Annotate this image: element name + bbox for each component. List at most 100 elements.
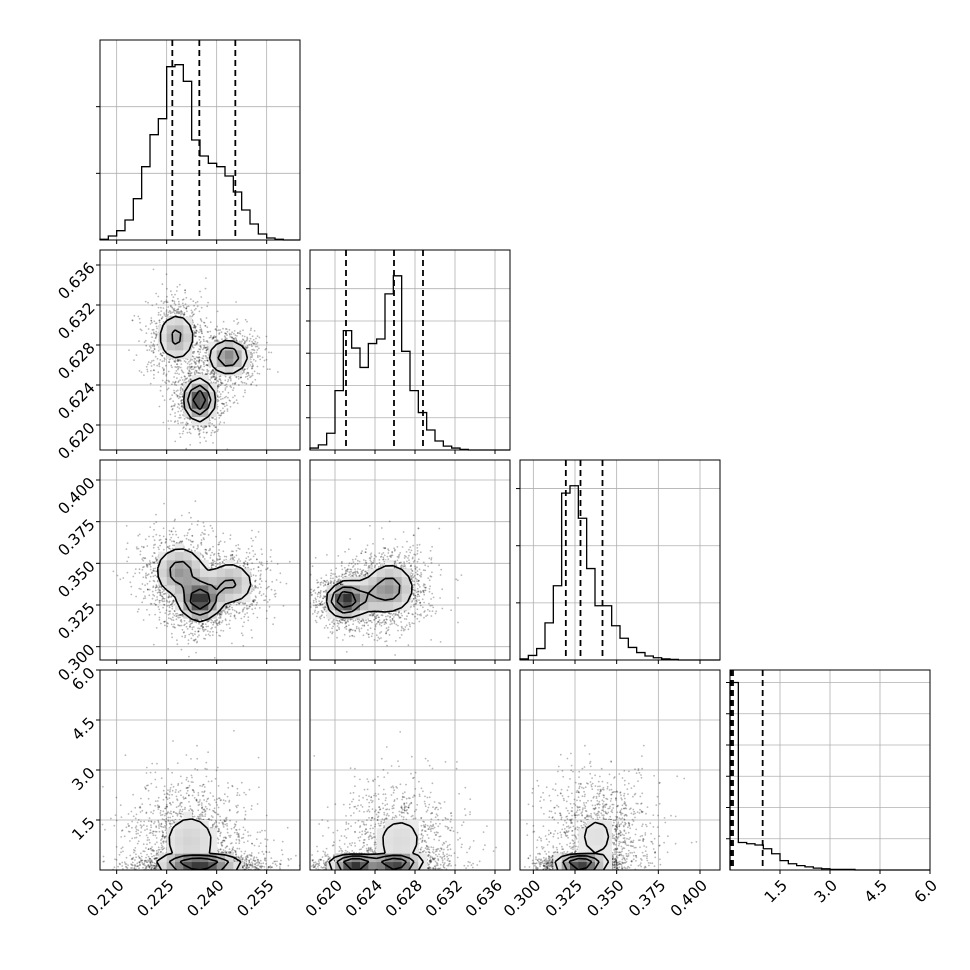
- scatter-point: [251, 600, 254, 603]
- scatter-point: [188, 374, 190, 377]
- scatter-point: [241, 372, 244, 375]
- scatter-point: [247, 548, 250, 550]
- scatter-point: [199, 336, 202, 339]
- scatter-point: [154, 557, 157, 560]
- scatter-point: [156, 598, 159, 601]
- scatter-point: [175, 366, 178, 369]
- scatter-point: [144, 538, 147, 541]
- scatter-point: [218, 332, 221, 334]
- scatter-point: [233, 401, 236, 404]
- scatter-point: [151, 571, 154, 574]
- scatter-point: [224, 328, 227, 330]
- scatter-point: [256, 365, 259, 368]
- scatter-point: [212, 530, 215, 532]
- scatter-point: [262, 593, 265, 595]
- scatter-point: [149, 345, 151, 348]
- scatter-point: [141, 558, 144, 560]
- scatter-point: [169, 305, 172, 308]
- scatter-point: [170, 290, 172, 293]
- scatter-point: [198, 358, 201, 361]
- scatter-point: [259, 355, 261, 357]
- scatter-point: [146, 564, 149, 567]
- scatter-point: [193, 304, 196, 307]
- scatter-point: [164, 541, 167, 544]
- scatter-point: [195, 330, 198, 332]
- scatter-point: [158, 616, 161, 619]
- scatter-point: [152, 369, 155, 372]
- density-cell: [208, 358, 218, 368]
- scatter-point: [214, 621, 217, 624]
- scatter-point: [236, 332, 239, 335]
- scatter-point: [200, 296, 203, 298]
- scatter-point: [236, 323, 239, 325]
- scatter-point: [136, 547, 138, 550]
- scatter-point: [212, 545, 214, 548]
- scatter-point: [194, 327, 197, 330]
- scatter-point: [167, 313, 169, 316]
- scatter-point: [171, 540, 173, 543]
- scatter-point: [169, 538, 172, 541]
- scatter-point: [142, 559, 145, 562]
- scatter-point: [266, 568, 269, 570]
- scatter-point: [217, 383, 220, 386]
- scatter-point: [192, 351, 195, 353]
- scatter-point: [190, 632, 192, 635]
- scatter-point: [199, 336, 202, 338]
- scatter-point: [209, 379, 212, 381]
- scatter-point: [229, 405, 232, 408]
- scatter-point: [268, 598, 271, 601]
- scatter-point: [163, 604, 166, 606]
- scatter-point: [174, 380, 177, 383]
- scatter-point: [250, 375, 253, 378]
- scatter-point: [166, 600, 169, 603]
- scatter-point: [177, 367, 180, 370]
- scatter-point: [194, 638, 197, 641]
- scatter-point: [277, 371, 279, 373]
- scatter-point: [219, 379, 222, 382]
- scatter-point: [155, 335, 158, 337]
- scatter-point: [179, 359, 182, 361]
- scatter-point: [219, 421, 222, 423]
- scatter-point: [183, 619, 186, 622]
- scatter-point: [182, 371, 185, 374]
- scatter-point: [250, 353, 252, 356]
- scatter-point: [220, 613, 223, 616]
- scatter-point: [149, 382, 152, 385]
- scatter-point: [172, 619, 175, 622]
- scatter-point: [201, 625, 204, 628]
- scatter-point: [147, 301, 149, 304]
- scatter-point: [211, 416, 213, 419]
- scatter-point: [200, 625, 203, 628]
- scatter-point: [226, 606, 229, 609]
- scatter-point: [151, 597, 154, 600]
- scatter-point: [268, 585, 270, 588]
- scatter-point: [218, 543, 221, 546]
- scatter-point: [274, 595, 277, 598]
- scatter-point: [150, 317, 153, 319]
- scatter-point: [206, 368, 209, 371]
- scatter-point: [273, 616, 276, 619]
- scatter-point: [244, 560, 247, 563]
- scatter-point: [229, 619, 231, 622]
- scatter-point: [219, 613, 221, 616]
- scatter-point: [221, 610, 224, 613]
- scatter-point: [234, 382, 236, 385]
- scatter-point: [216, 379, 219, 382]
- scatter-point: [220, 412, 223, 415]
- scatter-point: [184, 377, 187, 380]
- scatter-point: [172, 600, 175, 602]
- scatter-point: [170, 596, 172, 598]
- scatter-point: [161, 354, 164, 357]
- scatter-point: [244, 318, 247, 321]
- scatter-point: [174, 440, 177, 443]
- scatter-point: [192, 321, 194, 324]
- scatter-point: [200, 364, 202, 367]
- scatter-point: [216, 325, 219, 328]
- scatter-point: [248, 333, 251, 336]
- scatter-point: [206, 359, 209, 362]
- scatter-point: [193, 309, 196, 311]
- scatter-point: [212, 417, 214, 420]
- scatter-point: [173, 309, 176, 312]
- scatter-point: [161, 598, 164, 600]
- joint-panel-0-1: [96, 249, 301, 454]
